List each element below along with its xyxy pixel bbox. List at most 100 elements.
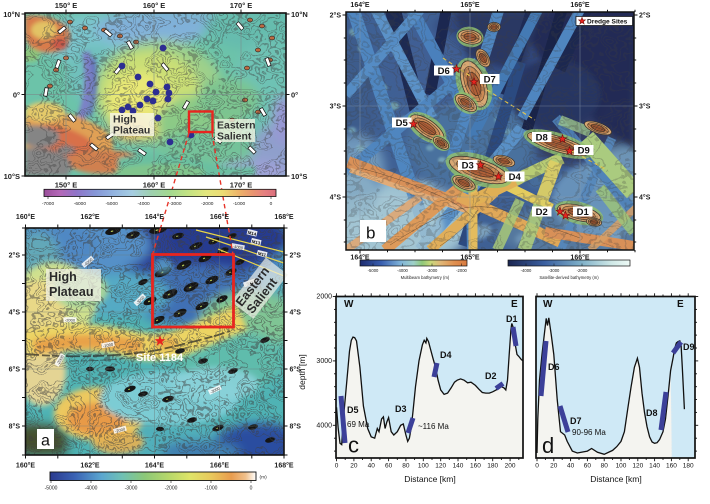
svg-text:166°E: 166°E xyxy=(570,254,589,262)
svg-text:40: 40 xyxy=(567,463,575,470)
svg-text:120: 120 xyxy=(435,463,446,470)
svg-text:0°: 0° xyxy=(291,91,298,100)
svg-text:4°S: 4°S xyxy=(639,194,651,202)
svg-text:166°E: 166°E xyxy=(210,462,229,470)
svg-text:M11: M11 xyxy=(257,251,267,258)
svg-text:D1: D1 xyxy=(506,314,518,324)
svg-text:4°S: 4°S xyxy=(330,194,342,202)
svg-text:0°: 0° xyxy=(13,91,20,100)
svg-text:90-96 Ma: 90-96 Ma xyxy=(572,428,606,437)
svg-text:160° E: 160° E xyxy=(143,1,166,10)
svg-text:-2000: -2000 xyxy=(114,426,126,434)
svg-text:Salient: Salient xyxy=(217,131,252,143)
svg-text:-5000: -5000 xyxy=(368,268,379,273)
svg-text:0: 0 xyxy=(535,463,539,470)
svg-text:150° E: 150° E xyxy=(55,1,78,10)
svg-text:10°S: 10°S xyxy=(4,172,20,181)
svg-text:160°E: 160°E xyxy=(16,213,35,221)
svg-text:180: 180 xyxy=(487,463,498,470)
svg-text:40: 40 xyxy=(368,463,376,470)
svg-text:2°S: 2°S xyxy=(290,252,302,260)
svg-text:D9: D9 xyxy=(578,145,590,156)
svg-text:d: d xyxy=(542,433,554,458)
svg-text:-3000: -3000 xyxy=(135,294,146,305)
svg-text:-3000: -3000 xyxy=(427,268,438,273)
svg-text:160: 160 xyxy=(666,463,677,470)
svg-text:D9: D9 xyxy=(683,342,695,352)
svg-text:-1000: -1000 xyxy=(103,342,115,349)
svg-text:-4000: -4000 xyxy=(137,201,150,207)
svg-text:168°E: 168°E xyxy=(274,462,293,470)
svg-text:-5000: -5000 xyxy=(45,486,58,492)
svg-text:20: 20 xyxy=(550,463,558,470)
svg-text:164°E: 164°E xyxy=(350,1,369,9)
svg-text:6°S: 6°S xyxy=(9,366,21,374)
svg-text:164°E: 164°E xyxy=(145,213,164,221)
svg-text:2°S: 2°S xyxy=(9,252,21,260)
svg-text:D7: D7 xyxy=(570,416,582,426)
svg-text:depth [m]: depth [m] xyxy=(297,354,307,389)
svg-text:Site 1184: Site 1184 xyxy=(136,352,184,364)
svg-text:160°E: 160°E xyxy=(16,462,35,470)
svg-text:10°N: 10°N xyxy=(3,10,20,19)
svg-text:20: 20 xyxy=(350,463,358,470)
svg-text:8°S: 8°S xyxy=(290,423,302,431)
svg-text:150° E: 150° E xyxy=(55,181,78,190)
svg-text:D3: D3 xyxy=(395,404,407,414)
svg-text:0: 0 xyxy=(250,486,253,492)
svg-text:10°S: 10°S xyxy=(291,172,307,181)
svg-text:-2000: -2000 xyxy=(65,318,76,323)
svg-text:4°S: 4°S xyxy=(9,309,21,317)
svg-text:(m): (m) xyxy=(260,475,268,481)
svg-text:140: 140 xyxy=(453,463,464,470)
svg-text:D4: D4 xyxy=(440,350,452,360)
svg-text:120: 120 xyxy=(632,463,643,470)
svg-text:D5: D5 xyxy=(396,118,409,129)
svg-text:-2000: -2000 xyxy=(201,201,214,207)
svg-text:Plateau: Plateau xyxy=(113,125,150,137)
svg-text:Distance [km]: Distance [km] xyxy=(404,474,456,484)
svg-text:162°E: 162°E xyxy=(80,462,99,470)
svg-text:80: 80 xyxy=(601,463,609,470)
svg-text:-4000: -4000 xyxy=(85,486,98,492)
svg-text:168°E: 168°E xyxy=(274,213,293,221)
svg-text:6°S: 6°S xyxy=(290,366,302,374)
svg-text:200: 200 xyxy=(505,463,516,470)
svg-text:166°E: 166°E xyxy=(570,1,589,9)
svg-text:Distance [km]: Distance [km] xyxy=(590,474,642,484)
svg-text:140: 140 xyxy=(649,463,660,470)
svg-text:-7000: -7000 xyxy=(42,201,55,207)
svg-text:170° E: 170° E xyxy=(230,181,253,190)
svg-text:a: a xyxy=(41,433,50,450)
svg-text:-2000: -2000 xyxy=(55,354,65,366)
svg-text:-2000: -2000 xyxy=(456,268,467,273)
svg-text:D8: D8 xyxy=(536,132,548,143)
svg-text:-5000: -5000 xyxy=(106,201,119,207)
svg-text:Eastern: Eastern xyxy=(217,120,256,132)
svg-text:8°S: 8°S xyxy=(9,423,21,431)
svg-text:60: 60 xyxy=(385,463,393,470)
svg-text:60: 60 xyxy=(584,463,592,470)
svg-text:170° E: 170° E xyxy=(230,1,253,10)
svg-text:Satellite-derived bathymetry (: Satellite-derived bathymetry (m) xyxy=(539,275,599,280)
svg-text:3°S: 3°S xyxy=(330,103,342,111)
svg-text:High: High xyxy=(49,270,77,284)
svg-text:-6000: -6000 xyxy=(74,201,87,207)
svg-text:4000: 4000 xyxy=(316,422,332,429)
svg-text:D6: D6 xyxy=(548,362,560,372)
svg-text:80: 80 xyxy=(402,463,410,470)
svg-text:-4000: -4000 xyxy=(397,268,408,273)
svg-text:165°E: 165°E xyxy=(460,254,479,262)
svg-text:180: 180 xyxy=(683,463,694,470)
svg-text:D5: D5 xyxy=(347,405,359,415)
svg-text:0: 0 xyxy=(335,463,339,470)
svg-text:D2: D2 xyxy=(536,207,548,218)
svg-text:100: 100 xyxy=(616,463,627,470)
svg-text:E: E xyxy=(677,299,684,310)
svg-text:E: E xyxy=(511,299,518,310)
svg-text:0: 0 xyxy=(270,201,273,207)
svg-text:162°E: 162°E xyxy=(80,213,99,221)
svg-text:D1: D1 xyxy=(577,207,590,218)
svg-text:-3000: -3000 xyxy=(125,486,138,492)
svg-text:-1000: -1000 xyxy=(233,201,246,207)
